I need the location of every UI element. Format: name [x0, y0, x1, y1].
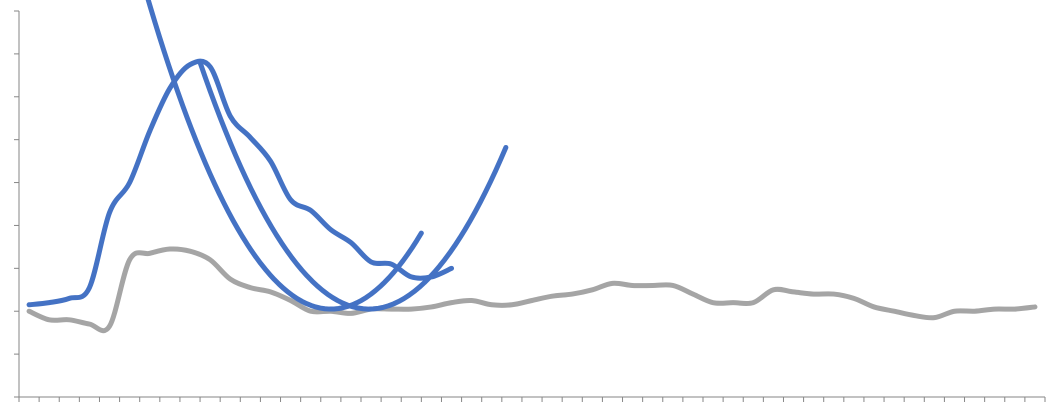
series-line-1 — [26, 58, 455, 308]
trendline-2 — [145, 0, 424, 312]
plot-area — [26, 0, 1038, 334]
series-line-0 — [26, 246, 1038, 334]
chart-axes — [14, 10, 1046, 402]
trendline-3 — [197, 59, 509, 312]
